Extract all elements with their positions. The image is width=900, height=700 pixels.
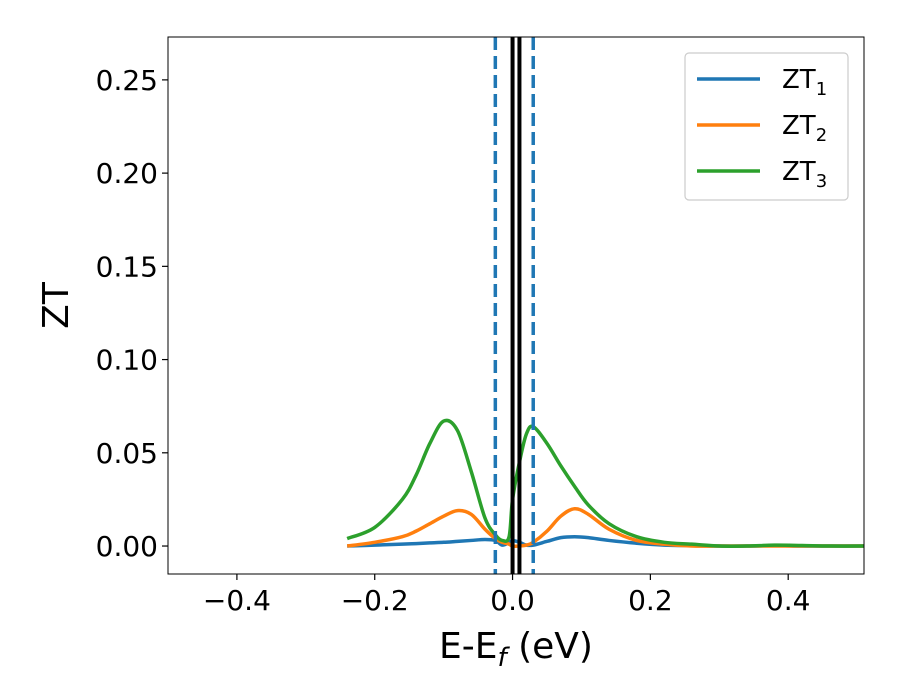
reference-lines [493, 37, 535, 574]
y-tick-label: 0.15 [96, 250, 158, 283]
y-axis-label: ZT [36, 281, 77, 329]
series-line-zt3 [346, 418, 864, 548]
legend-label-zt2: ZT2 [782, 111, 827, 146]
y-tick-label: 0.20 [96, 157, 158, 190]
x-axis-label: E-Ef (eV) [439, 626, 593, 673]
legend-label-zt3: ZT3 [782, 157, 827, 192]
legend-label-zt1: ZT1 [782, 65, 827, 100]
x-tick-label: −0.4 [203, 584, 271, 617]
y-tick-label: 0.05 [96, 437, 158, 470]
plot-frame [167, 36, 865, 575]
x-axis-label-main: E-E [439, 626, 497, 667]
x-axis-label-unit: (eV) [507, 626, 593, 667]
legend-box [684, 52, 849, 201]
y-tick-label: 0.25 [96, 64, 158, 97]
series-layer [346, 418, 864, 548]
legend: ZT1 ZT2 ZT3 [684, 52, 849, 201]
y-axis-ticks: 0.00 0.05 0.10 0.15 0.20 0.25 [96, 64, 168, 563]
x-tick-label: −0.2 [341, 584, 409, 617]
y-tick-label: 0.00 [96, 530, 158, 563]
x-tick-label: 0.2 [628, 584, 673, 617]
y-tick-label: 0.10 [96, 344, 158, 377]
x-tick-label: 0.0 [490, 584, 535, 617]
x-axis-ticks: −0.4 −0.2 0.0 0.2 0.4 [203, 574, 811, 617]
x-tick-label: 0.4 [766, 584, 811, 617]
